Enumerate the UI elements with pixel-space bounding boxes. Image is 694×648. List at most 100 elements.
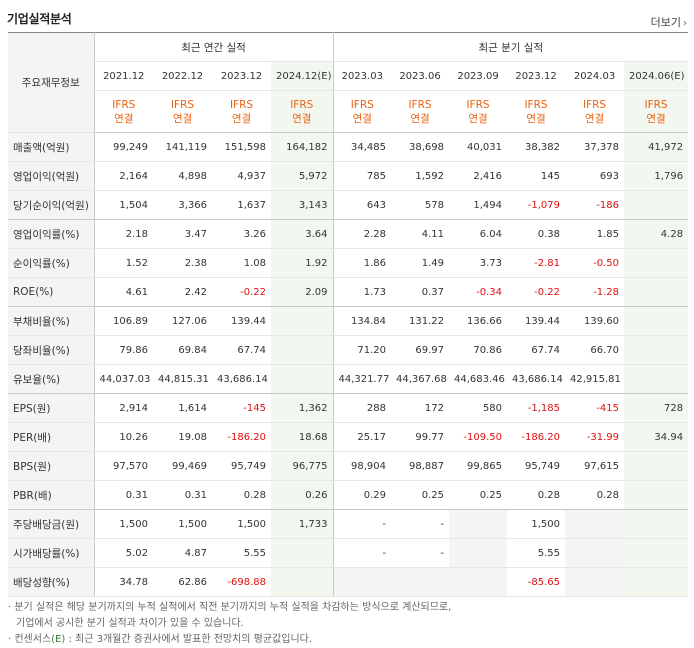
table-cell: - bbox=[333, 509, 392, 539]
table-cell: 97,615 bbox=[565, 451, 625, 481]
table-cell: 141,119 bbox=[153, 132, 212, 162]
table-cell: 2.38 bbox=[153, 248, 212, 278]
table-cell: 1,362 bbox=[271, 393, 334, 423]
table-cell bbox=[624, 248, 689, 278]
table-cell: -186.20 bbox=[212, 422, 271, 452]
table-cell: 1.73 bbox=[333, 277, 392, 307]
annual-group-header: 최근 연간 실적 bbox=[94, 32, 334, 62]
standard-ifrs: IFRS bbox=[112, 98, 136, 111]
table-cell: -2.81 bbox=[507, 248, 566, 278]
table-cell bbox=[624, 277, 689, 307]
table-cell: 99,249 bbox=[94, 132, 153, 162]
table-cell bbox=[624, 480, 689, 510]
table-cell: -186.20 bbox=[507, 422, 566, 452]
table-cell: -0.22 bbox=[212, 277, 271, 307]
table-cell: 580 bbox=[449, 393, 508, 423]
standard-ifrs: IFRS bbox=[290, 98, 314, 111]
table-cell: 44,037.03 bbox=[94, 364, 153, 394]
table-cell: - bbox=[391, 538, 450, 568]
table-row: 부채비율(%) 106.89 127.06 139.44 134.84 131.22 136… bbox=[8, 306, 689, 336]
standard-ifrs: IFRS bbox=[582, 98, 607, 111]
table-cell bbox=[449, 509, 508, 539]
table-cell: 785 bbox=[333, 161, 392, 191]
table-cell: -186 bbox=[565, 190, 625, 220]
table-cell: 43,686.14 bbox=[212, 364, 271, 394]
table-cell: 1.92 bbox=[271, 248, 334, 278]
table-cell: - bbox=[391, 509, 450, 539]
table-cell: -109.50 bbox=[449, 422, 508, 452]
standard-ifrs: IFRS bbox=[350, 98, 374, 111]
quarter-group-header: 최근 분기 실적 bbox=[333, 32, 689, 62]
table-cell: 0.26 bbox=[271, 480, 334, 510]
table-cell: -85.65 bbox=[507, 567, 566, 597]
table-cell: 0.28 bbox=[507, 480, 566, 510]
table-cell: 43,686.14 bbox=[507, 364, 566, 394]
table-cell: 136.66 bbox=[449, 306, 508, 336]
row-label: 부채비율(%) bbox=[8, 306, 95, 336]
accounting-standard: IFRS 연결 bbox=[212, 90, 271, 133]
table-row: 유보율(%) 44,037.03 44,815.31 43,686.14 44,321.… bbox=[8, 364, 689, 394]
table-cell: -1.28 bbox=[565, 277, 625, 307]
table-cell: 10.26 bbox=[94, 422, 153, 452]
accounting-standard: IFRS 연결 bbox=[507, 90, 566, 133]
table-cell: 139.60 bbox=[565, 306, 625, 336]
more-link[interactable]: 더보기 › bbox=[651, 14, 687, 30]
table-row: ROE(%) 4.61 2.42 -0.22 2.09 1.73 0.37 -0.34 -0.2… bbox=[8, 277, 689, 307]
table-cell bbox=[624, 306, 689, 336]
accounting-standard: IFRS 연결 bbox=[333, 90, 392, 133]
table-cell: 38,382 bbox=[507, 132, 566, 162]
section-title: 기업실적분석 bbox=[7, 12, 72, 26]
table-cell bbox=[624, 335, 689, 365]
row-label: 당기순이익(억원) bbox=[8, 190, 95, 220]
table-cell: 67.74 bbox=[507, 335, 566, 365]
table-cell: 145 bbox=[507, 161, 566, 191]
table-cell bbox=[449, 538, 508, 568]
table-cell: 151,598 bbox=[212, 132, 271, 162]
table-cell bbox=[271, 335, 334, 365]
standard-consolidated: 연결 bbox=[584, 112, 605, 125]
table-cell: 79.86 bbox=[94, 335, 153, 365]
table-cell bbox=[565, 538, 625, 568]
table-cell: 3,143 bbox=[271, 190, 334, 220]
period-header: 2024.12(E) bbox=[271, 61, 334, 91]
table-cell: 37,378 bbox=[565, 132, 625, 162]
note-quarterly-calc: · 분기 실적은 해당 분기까지의 누적 실적에서 직전 분기까지의 누적 실적… bbox=[8, 602, 452, 613]
table-row: PBR(배) 0.31 0.31 0.28 0.26 0.29 0.25 0.25 0.28 0.… bbox=[8, 480, 689, 510]
table-cell: 98,904 bbox=[333, 451, 392, 481]
table-cell: 44,683.46 bbox=[449, 364, 508, 394]
table-cell: 1,500 bbox=[153, 509, 212, 539]
row-label: 영업이익률(%) bbox=[8, 219, 95, 249]
table-cell bbox=[624, 509, 689, 539]
table-row: 영업이익률(%) 2.18 3.47 3.26 3.64 2.28 4.11 6.04 0.38… bbox=[8, 219, 689, 249]
table-cell: 139.44 bbox=[507, 306, 566, 336]
standard-ifrs: IFRS bbox=[644, 98, 668, 111]
table-cell: 4.28 bbox=[624, 219, 689, 249]
table-cell: 728 bbox=[624, 393, 689, 423]
row-label: PER(배) bbox=[8, 422, 95, 452]
standard-ifrs: IFRS bbox=[229, 98, 254, 111]
standard-consolidated: 연결 bbox=[172, 112, 193, 125]
period-row: 2021.12 2022.12 2023.12 2024.12(E) 2023.03 20… bbox=[8, 61, 689, 91]
table-cell: -145 bbox=[212, 393, 271, 423]
table-cell bbox=[624, 567, 689, 597]
table-cell: 95,749 bbox=[212, 451, 271, 481]
table-cell: 1.08 bbox=[212, 248, 271, 278]
row-label: PBR(배) bbox=[8, 480, 95, 510]
note-consensus: · 컨센서스(E) : 최근 3개월간 증권사에서 발표한 전망치의 평균값입니… bbox=[8, 632, 688, 648]
table-cell bbox=[271, 567, 334, 597]
row-label: EPS(원) bbox=[8, 393, 95, 423]
period-header: 2023.03 bbox=[333, 61, 392, 91]
table-cell bbox=[624, 190, 689, 220]
table-cell: 0.28 bbox=[212, 480, 271, 510]
table-cell: 1.49 bbox=[391, 248, 450, 278]
table-cell: 70.86 bbox=[449, 335, 508, 365]
table-cell: 38,698 bbox=[391, 132, 450, 162]
table-cell: 4.87 bbox=[153, 538, 212, 568]
table-cell: 1,500 bbox=[507, 509, 566, 539]
table-cell: 1.85 bbox=[565, 219, 625, 249]
table-cell: 578 bbox=[391, 190, 450, 220]
table-cell: 106.89 bbox=[94, 306, 153, 336]
table-cell: 66.70 bbox=[565, 335, 625, 365]
table-cell: -1,185 bbox=[507, 393, 566, 423]
table-cell: 62.86 bbox=[153, 567, 212, 597]
